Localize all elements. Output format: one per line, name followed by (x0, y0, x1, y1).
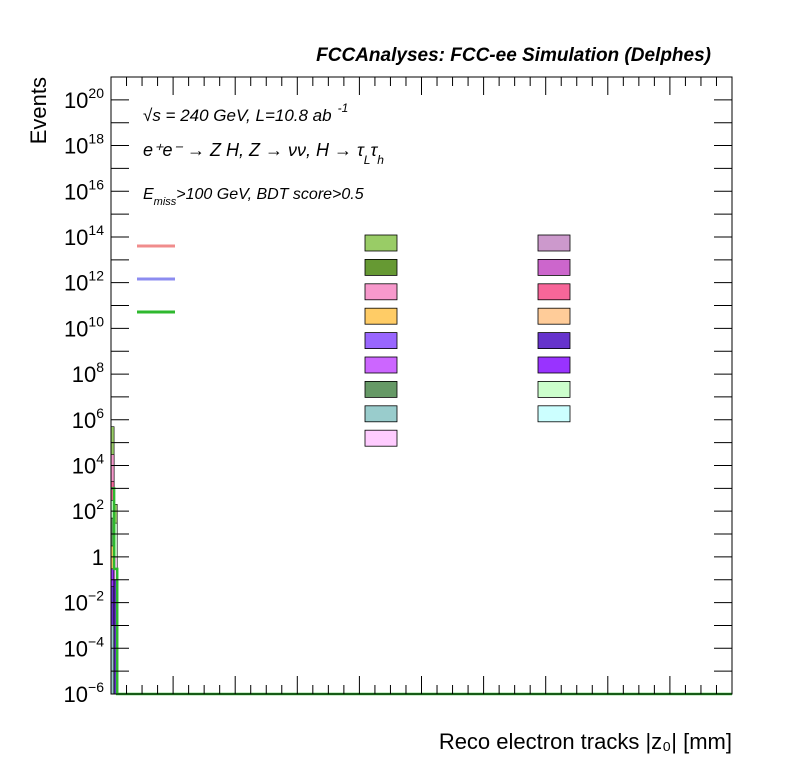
y-tick-base: 1 (92, 545, 104, 570)
background-legend (364, 234, 571, 447)
bkg-legend-swatch-15 (537, 405, 571, 423)
y-tick-label-1: 10−4 (64, 633, 105, 661)
y-tick-exponent: 8 (96, 359, 104, 375)
bkg-legend-swatch-16 (364, 429, 398, 447)
y-tick-exponent: 2 (96, 496, 104, 512)
cut-e: E (143, 186, 154, 203)
y-tick-label-4: 102 (72, 496, 104, 524)
signal-line-0 (111, 487, 732, 696)
y-tick-exponent: 4 (96, 450, 104, 466)
chart-title: FCCAnalyses: FCC-ee Simulation (Delphes) (316, 45, 711, 66)
y-tick-base: 10 (64, 88, 88, 113)
y-tick-label-13: 1020 (64, 85, 104, 113)
cut-annotation: Emiss>100 GeV, BDT score>0.5 (143, 186, 364, 208)
y-tick-label-12: 1018 (64, 131, 104, 159)
signal-legend (137, 244, 175, 314)
y-tick-exponent: −6 (88, 679, 104, 695)
process-tau-2: τ (370, 140, 378, 160)
bkg-legend-swatch-3 (537, 258, 571, 276)
y-tick-base: 10 (64, 591, 88, 616)
bkg-legend-swatch-2 (364, 258, 398, 276)
y-tick-label-2: 10−2 (64, 588, 105, 616)
x-axis-label: Reco electron tracks |z₀| [mm] (439, 729, 732, 754)
y-tick-base: 10 (72, 499, 96, 524)
y-tick-base: 10 (64, 271, 88, 296)
energy-exponent: -1 (338, 101, 349, 115)
y-tick-label-11: 1016 (64, 176, 104, 204)
bkg-legend-swatch-6 (364, 307, 398, 325)
bkg-legend-swatch-9 (537, 332, 571, 350)
y-axis-label: Events (26, 77, 51, 144)
y-tick-label-5: 104 (72, 450, 104, 478)
bkg-legend-swatch-0 (364, 234, 398, 252)
y-tick-exponent: 14 (88, 222, 104, 238)
y-tick-base: 10 (64, 682, 88, 707)
y-tick-exponent: 20 (88, 85, 104, 101)
y-tick-base: 10 (64, 225, 88, 250)
y-tick-exponent: 16 (88, 176, 104, 192)
y-tick-label-10: 1014 (64, 222, 104, 250)
bkg-legend-swatch-11 (537, 356, 571, 374)
y-tick-base: 10 (64, 134, 88, 159)
y-tick-label-7: 108 (72, 359, 104, 387)
process-subscript-2: h (377, 153, 384, 167)
bkg-legend-swatch-13 (537, 380, 571, 398)
y-tick-label-6: 106 (72, 405, 104, 433)
y-tick-base: 10 (72, 362, 96, 387)
cut-rest: >100 GeV, BDT score>0.5 (176, 186, 363, 203)
bkg-legend-swatch-4 (364, 283, 398, 301)
signal-group (111, 487, 732, 696)
bkg-legend-swatch-12 (364, 380, 398, 398)
process-subscript-1: L (364, 153, 371, 167)
y-tick-base: 10 (64, 316, 88, 341)
process-annotation: e⁺e⁻ → Z H, Z → νν, H → τLτh (143, 140, 384, 167)
y-tick-base: 10 (72, 408, 96, 433)
y-tick-base: 10 (64, 179, 88, 204)
bkg-legend-swatch-5 (537, 283, 571, 301)
y-tick-base: 10 (72, 453, 96, 478)
y-tick-exponent: 6 (96, 405, 104, 421)
bkg-legend-swatch-1 (537, 234, 571, 252)
y-tick-label-8: 1010 (64, 313, 104, 341)
plot-frame (110, 76, 733, 695)
y-tick-label-9: 1012 (64, 268, 104, 296)
y-tick-base: 10 (64, 636, 88, 661)
energy-text: √s = 240 GeV, L=10.8 ab (143, 106, 332, 125)
y-tick-label-0: 10−6 (64, 679, 105, 707)
bkg-legend-swatch-10 (364, 356, 398, 374)
bkg-legend-swatch-14 (364, 405, 398, 423)
y-tick-exponent: −2 (88, 588, 104, 604)
y-tick-exponent: 18 (88, 131, 104, 147)
bkg-legend-swatch-8 (364, 332, 398, 350)
y-tick-label-3: 1 (92, 545, 104, 570)
bkg-legend-swatch-7 (537, 307, 571, 325)
y-tick-exponent: 12 (88, 268, 104, 284)
process-text: e⁺e⁻ → Z H, Z → νν, H → τ (143, 140, 365, 160)
x-axis (110, 77, 733, 694)
y-axis: 10−610−410−21102104106108101010121014101… (64, 76, 732, 707)
cut-subscript: miss (154, 196, 177, 208)
bar-group (110, 426, 118, 695)
y-tick-exponent: −4 (88, 633, 104, 649)
energy-annotation: √s = 240 GeV, L=10.8 ab -1 (143, 101, 348, 125)
y-tick-exponent: 10 (88, 313, 104, 329)
